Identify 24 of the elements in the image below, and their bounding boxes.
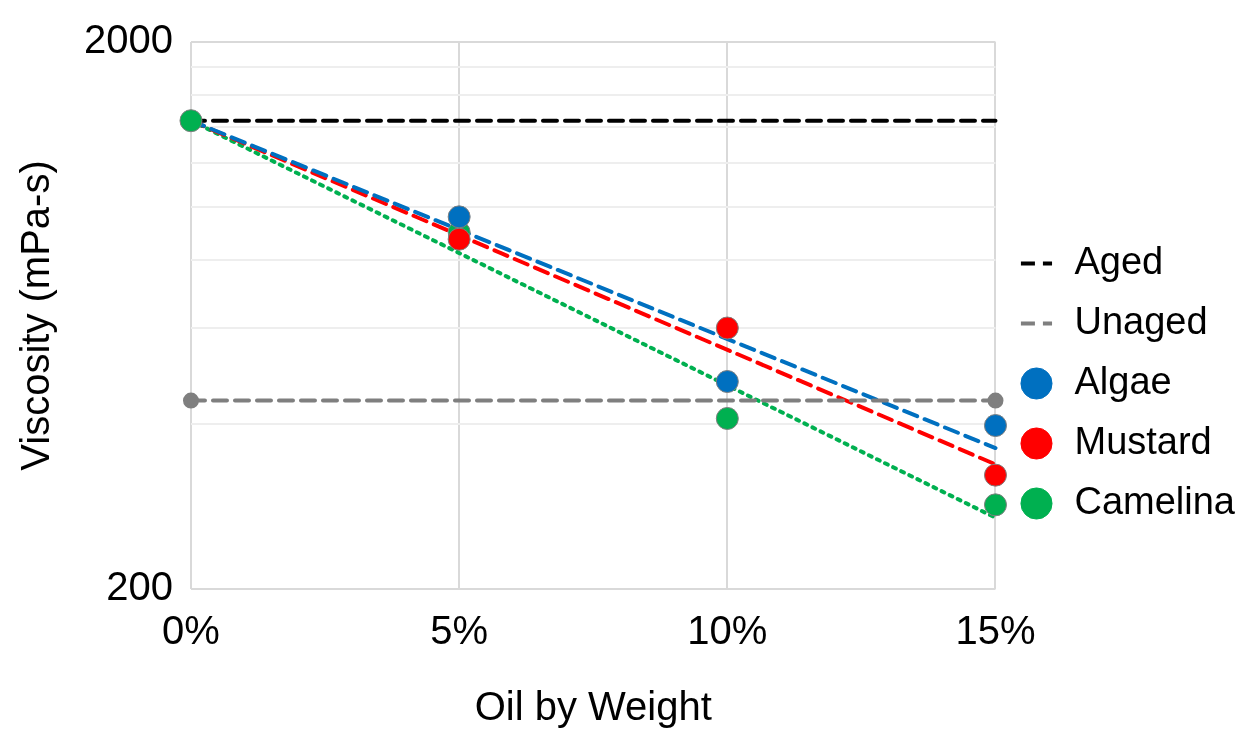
x-tick-label: 5% (430, 608, 489, 653)
point (983, 493, 1007, 517)
y-tick-label: 2000 (84, 17, 173, 62)
point (182, 392, 199, 409)
point (447, 227, 471, 251)
x-tick-label: 15% (955, 608, 1036, 653)
point (983, 463, 1007, 487)
point (983, 414, 1007, 438)
legend-label: Unaged (1074, 299, 1208, 342)
x-tick-label: 0% (162, 608, 220, 653)
y-axis-title: Viscosity (mPa-s) (13, 160, 58, 471)
legend-label: Algae (1074, 359, 1172, 402)
x-axis-title: Oil by Weight (474, 684, 712, 729)
legend-label: Camelina (1074, 479, 1236, 522)
y-tick-label: 200 (106, 564, 173, 609)
point (715, 370, 739, 394)
point (715, 406, 739, 430)
legend-label: Aged (1074, 239, 1164, 282)
legend-label: Mustard (1074, 419, 1212, 462)
x-tick-label: 10% (687, 608, 768, 653)
point (715, 316, 739, 340)
point (987, 392, 1004, 409)
point (447, 205, 471, 229)
point (179, 109, 203, 133)
